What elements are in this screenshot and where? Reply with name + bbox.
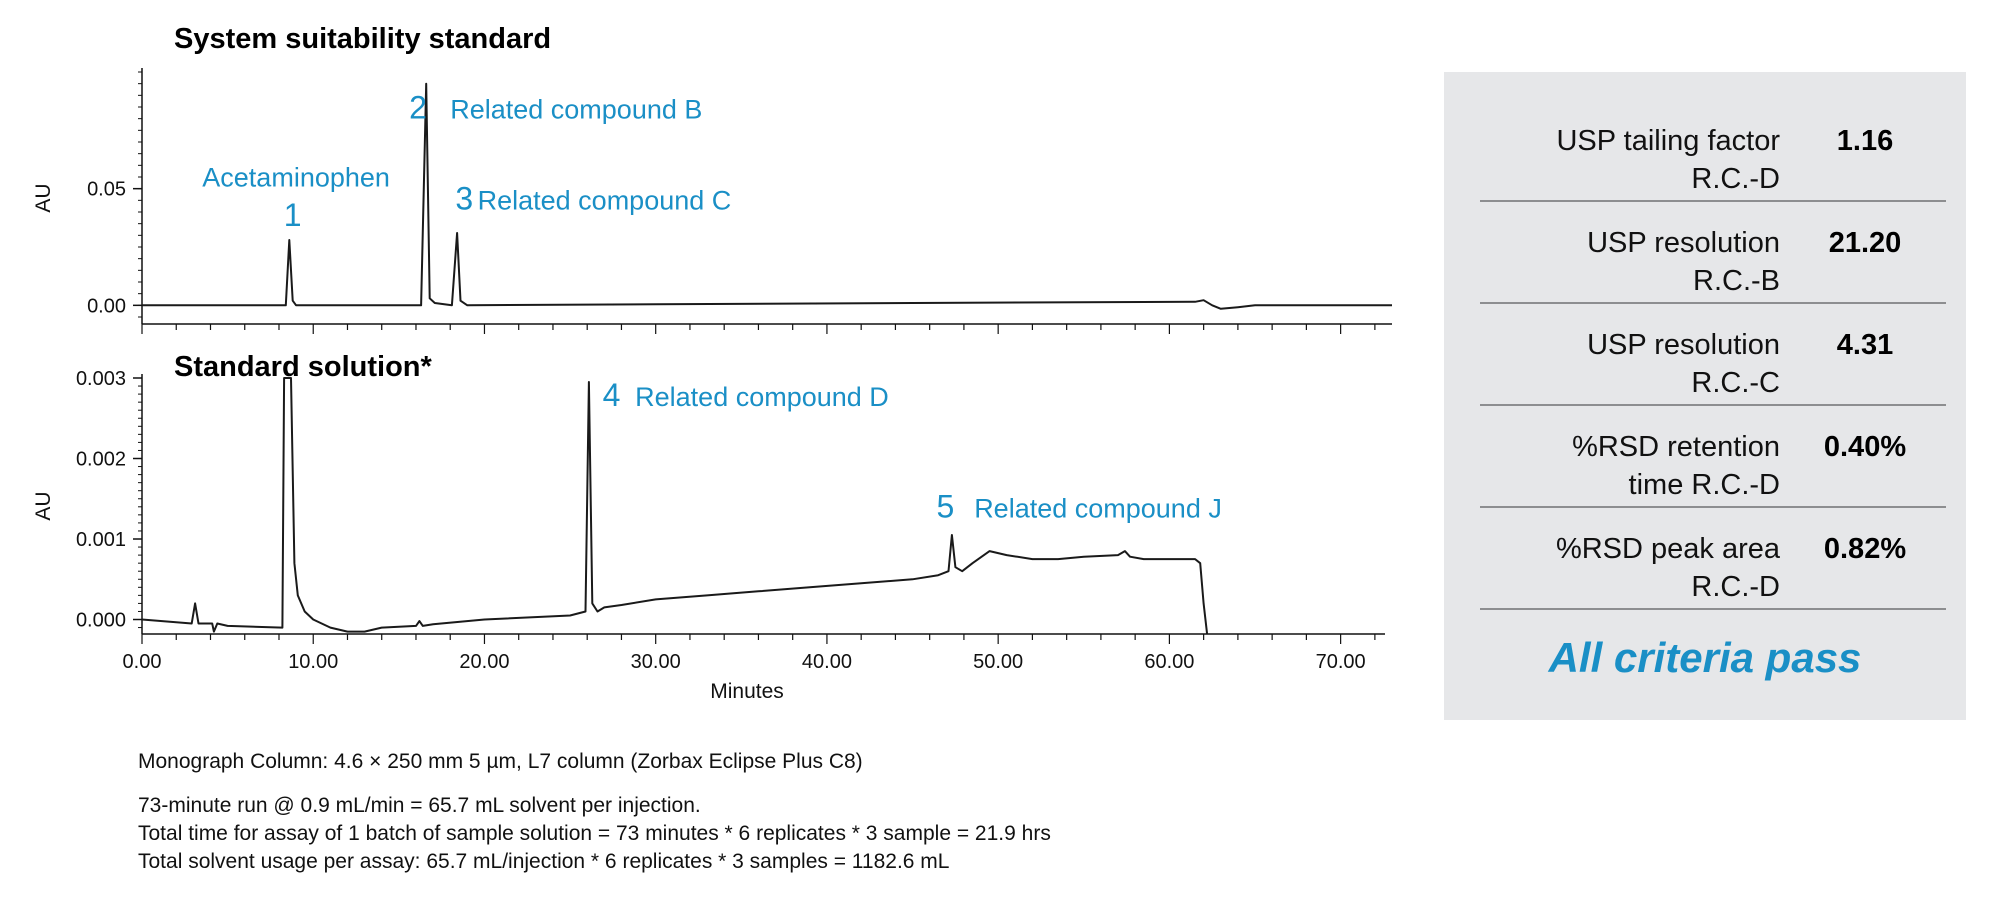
criteria-row: USP resolution R.C.-C 4.31 <box>1480 304 1946 406</box>
y-tick-label: 0.003 <box>76 368 126 390</box>
y-axis-label: AU <box>32 183 55 212</box>
peak-number-label: 3 <box>455 181 473 217</box>
chromatogram-trace <box>142 82 1392 310</box>
x-tick-label: 20.00 <box>459 651 509 673</box>
y-tick-label: 0.000 <box>76 610 126 632</box>
criteria-row: USP resolution R.C.-B 21.20 <box>1480 202 1946 304</box>
criteria-value: 21.20 <box>1828 227 1902 259</box>
x-tick-label: 30.00 <box>631 651 681 673</box>
x-tick-label: 60.00 <box>1144 651 1194 673</box>
chart-panel-1: System suitability standard 0.00 0.05 AU Ace… <box>32 23 1392 334</box>
peak-name-label: Acetaminophen <box>202 162 390 192</box>
peak-number-label: 4 <box>603 377 621 413</box>
criteria-value: 0.82% <box>1823 533 1907 565</box>
criteria-label: USP resolution R.C.-B <box>1587 224 1780 300</box>
y-tick-label: 0.002 <box>76 449 126 471</box>
criteria-panel: USP tailing factor R.C.-D 1.16 USP resol… <box>1444 72 1966 720</box>
chart-panel-2: Standard solution* 0.000 0.001 0.002 0.003 AU… <box>32 351 1385 703</box>
note-column: Monograph Column: 4.6 × 250 mm 5 µm, L7 … <box>138 750 863 773</box>
method-notes: Monograph Column: 4.6 × 250 mm 5 µm, L7 … <box>138 748 1051 876</box>
criteria-label-line2: time R.C.-D <box>1628 469 1780 501</box>
criteria-label-line2: R.C.-C <box>1691 367 1780 399</box>
criteria-label: %RSD retention time R.C.-D <box>1572 428 1780 504</box>
x-tick-label: 70.00 <box>1316 651 1366 673</box>
y-axis-label: AU <box>32 491 55 520</box>
criteria-label: USP tailing factor R.C.-D <box>1556 122 1780 198</box>
criteria-label-line2: R.C.-D <box>1691 163 1780 195</box>
peak-name-label: Related compound J <box>974 493 1222 523</box>
criteria-label-line1: USP resolution <box>1587 227 1780 259</box>
criteria-value: 4.31 <box>1836 329 1894 361</box>
criteria-label: USP resolution R.C.-C <box>1587 326 1780 402</box>
chromatogram-trace <box>142 377 1209 634</box>
chart-title: System suitability standard <box>174 23 551 55</box>
criteria-label: %RSD peak area R.C.-D <box>1556 530 1780 606</box>
verdict-text: All criteria pass <box>1548 634 1862 681</box>
criteria-row: %RSD peak area R.C.-D 0.82% <box>1480 508 1946 610</box>
criteria-label-line2: R.C.-B <box>1693 265 1780 297</box>
x-tick-label: 10.00 <box>288 651 338 673</box>
criteria-label-line1: USP tailing factor <box>1556 125 1780 157</box>
y-tick-label: 0.00 <box>87 295 126 317</box>
criteria-row: %RSD retention time R.C.-D 0.40% <box>1480 406 1946 508</box>
criteria-value: 0.40% <box>1823 431 1907 463</box>
x-tick-label: 0.00 <box>123 651 162 673</box>
peak-name-label: Related compound C <box>478 186 732 216</box>
criteria-value: 1.16 <box>1836 125 1894 157</box>
criteria-label-line1: USP resolution <box>1587 329 1780 361</box>
note-run: 73-minute run @ 0.9 mL/min = 65.7 mL sol… <box>138 794 701 817</box>
peak-number-label: 1 <box>284 197 302 233</box>
chromatogram-chart: System suitability standard 0.00 0.05 AU Ace… <box>32 23 1392 703</box>
criteria-label-line2: R.C.-D <box>1691 571 1780 603</box>
peak-name-label: Related compound D <box>635 382 889 412</box>
note-total-solvent: Total solvent usage per assay: 65.7 mL/i… <box>138 850 950 873</box>
peak-name-label: Related compound B <box>450 95 702 125</box>
criteria-row: USP tailing factor R.C.-D 1.16 <box>1480 100 1946 202</box>
chart-title: Standard solution* <box>174 351 433 383</box>
note-total-time: Total time for assay of 1 batch of sampl… <box>138 822 1051 845</box>
x-tick-label: 40.00 <box>802 651 852 673</box>
x-axis-label: Minutes <box>710 680 784 703</box>
x-tick-label: 50.00 <box>973 651 1023 673</box>
criteria-label-line1: %RSD peak area <box>1555 533 1780 565</box>
criteria-label-line1: %RSD retention <box>1572 431 1780 463</box>
peak-number-label: 2 <box>409 90 427 126</box>
y-tick-label: 0.001 <box>76 529 126 551</box>
y-tick-label: 0.05 <box>87 179 126 201</box>
peak-number-label: 5 <box>937 488 955 524</box>
